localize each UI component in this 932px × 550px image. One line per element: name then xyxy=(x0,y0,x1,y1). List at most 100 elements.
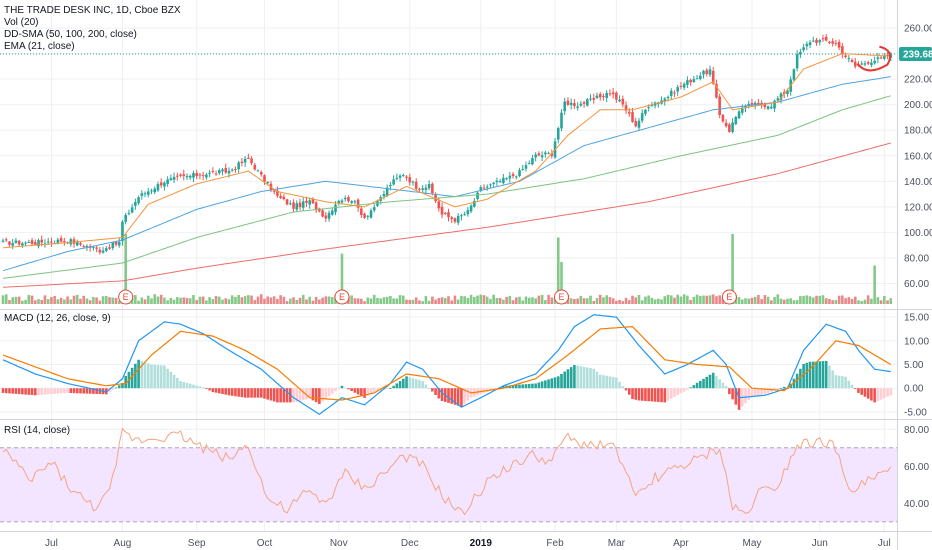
macd-histogram-bar xyxy=(176,377,179,389)
volume-bar xyxy=(172,299,176,304)
volume-bar xyxy=(98,300,102,304)
volume-bar xyxy=(185,298,189,304)
volume-bar xyxy=(514,297,518,304)
macd-histogram-bar xyxy=(295,388,299,402)
volume-bar xyxy=(844,298,847,304)
candle-body xyxy=(305,200,308,203)
candle-body xyxy=(198,174,202,176)
volume-bar xyxy=(795,300,799,304)
candle-body xyxy=(699,75,702,79)
volume-bar xyxy=(828,299,831,304)
macd-histogram-bar xyxy=(21,388,24,395)
macd-histogram-bar xyxy=(253,388,257,398)
macd-histogram-bar xyxy=(50,388,53,395)
x-tick-label: Feb xyxy=(546,538,564,549)
candle-body xyxy=(392,179,395,185)
x-tick-label: Jul xyxy=(45,538,58,549)
volume-bar xyxy=(576,298,579,304)
candle-body xyxy=(618,99,621,102)
ma-line-3 xyxy=(2,53,891,249)
candle-body xyxy=(301,201,305,208)
candle-body xyxy=(276,190,279,196)
macd-histogram-bar xyxy=(760,388,763,395)
volume-bar xyxy=(92,296,95,304)
candle-body xyxy=(27,241,31,243)
macd-histogram-bar xyxy=(188,383,192,389)
candle-body xyxy=(185,176,189,178)
legend-vol: Vol (20) xyxy=(4,17,38,28)
candle-body xyxy=(150,190,153,192)
volume-bar xyxy=(350,295,353,304)
volume-bar xyxy=(589,295,592,304)
candle-body xyxy=(786,90,789,95)
volume-bar xyxy=(586,298,589,304)
candle-body xyxy=(734,116,738,125)
macd-histogram-bar xyxy=(676,388,680,396)
macd-histogram-bar xyxy=(669,388,673,399)
volume-bar xyxy=(46,299,50,304)
macd-histogram-bar xyxy=(463,388,466,404)
volume-bar xyxy=(782,299,786,304)
macd-histogram-bar xyxy=(466,388,470,401)
candle-body xyxy=(747,103,751,106)
volume-bar xyxy=(392,298,395,304)
volume-bar xyxy=(760,299,763,304)
volume-bar xyxy=(824,298,828,304)
macd-histogram-bar xyxy=(14,388,18,394)
macd-histogram-bar xyxy=(586,367,589,389)
macd-histogram-bar xyxy=(850,384,854,389)
volume-bar xyxy=(324,296,328,304)
macd-histogram-bar xyxy=(611,376,615,389)
volume-bar xyxy=(159,294,163,304)
candle-body xyxy=(824,36,828,41)
candle-body xyxy=(744,105,747,109)
macd-histogram-bar xyxy=(392,385,395,389)
macd-histogram-bar xyxy=(43,388,47,395)
volume-bar xyxy=(295,299,299,304)
volume-bar xyxy=(95,297,98,304)
macd-histogram-bar xyxy=(582,366,586,389)
macd-histogram-bar xyxy=(547,379,550,389)
candle-body xyxy=(673,92,676,94)
macd-histogram-bar xyxy=(608,376,612,389)
volume-bar xyxy=(524,296,528,304)
volume-bar xyxy=(534,298,537,304)
macd-histogram-bar xyxy=(886,388,889,397)
candle-body xyxy=(834,42,838,44)
candle-body xyxy=(360,208,363,215)
candle-body xyxy=(663,98,667,102)
macd-histogram-bar xyxy=(211,388,215,393)
macd-histogram-bar xyxy=(137,359,140,389)
macd-histogram-bar xyxy=(95,388,98,395)
volume-bar xyxy=(379,298,383,304)
candle-body xyxy=(682,83,686,88)
macd-histogram-bar xyxy=(618,381,621,389)
candle-body xyxy=(256,170,260,172)
candle-body xyxy=(640,113,644,121)
candle-body xyxy=(340,200,344,203)
candle-body xyxy=(537,153,541,156)
candle-body xyxy=(479,187,483,192)
rsi-band xyxy=(0,447,897,523)
candle-body xyxy=(59,238,63,242)
macd-histogram-bar xyxy=(179,381,182,389)
volume-bar xyxy=(405,299,408,304)
candle-body xyxy=(686,80,689,85)
macd-histogram-bar xyxy=(534,383,537,389)
volume-bar xyxy=(150,298,153,304)
candle-body xyxy=(621,98,625,105)
candle-body xyxy=(473,200,476,207)
volume-bar xyxy=(360,298,363,304)
volume-bar xyxy=(195,300,198,304)
volume-bar xyxy=(1,295,5,304)
candle-body xyxy=(82,246,86,248)
macd-histogram-bar xyxy=(159,365,163,389)
candle-body xyxy=(766,106,770,109)
candle-body xyxy=(689,79,692,83)
volume-bar xyxy=(815,295,818,304)
volume-bar xyxy=(460,295,463,304)
candle-body xyxy=(240,161,244,164)
signal-line xyxy=(2,325,892,401)
